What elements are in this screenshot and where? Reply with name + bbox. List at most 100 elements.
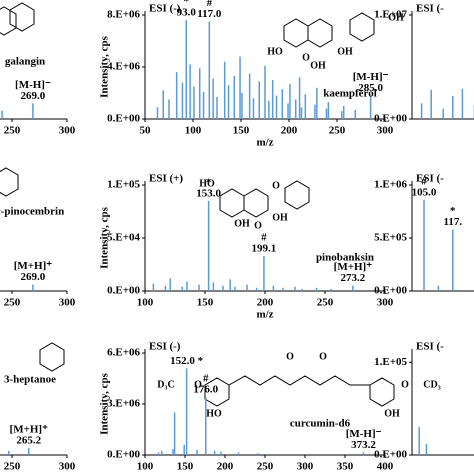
peak-label: [M+H]⁺ [14,260,53,272]
peak-label: 153.0 [196,187,221,199]
peak-label: [M-H]⁻ [353,71,389,83]
panel: 0.E+00 1.E+05 ESI (- [374,341,474,461]
x-tick-label: 250 [257,461,274,473]
y-tick-label: 1.E+07 [374,9,407,21]
atom-label: OH [234,218,250,229]
y-tick-label: 8.E+06 [107,9,140,21]
atom-label: HO [267,46,283,57]
y-axis-label: Intensity, cps [99,372,111,434]
atom-label: O [401,379,409,390]
x-tick-label: 300 [59,125,76,137]
atom-label: HO [206,408,222,419]
panel: 250 300 [M-H]⁻269.0 galangin [0,56,76,137]
y-tick-label: 4.E+06 [107,61,140,73]
x-tick-label: 200 [217,461,234,473]
peak-label: 117.0 [197,8,222,20]
y-tick-label: 3.E+06 [107,398,140,410]
atom-label: O [286,351,294,362]
ring [307,18,333,48]
x-tick-label: 300 [59,461,76,473]
y-tick-label: 5.E+05 [374,232,407,244]
y-tick-label: 1.E+05 [374,356,407,368]
atom-label: CD₃ [423,379,440,390]
peak-label: 373.2 [351,439,376,451]
ring [369,377,395,407]
y-axis-label: Intensity, cps [99,206,111,268]
panel-title: ESI (- [416,341,444,353]
x-tick-label: 150 [233,125,250,137]
panel-title: ESI (-) [149,341,181,353]
y-tick-label: 0.E+00 [374,113,407,125]
peak-label: # [203,373,209,385]
peak-label: 269.0 [21,271,46,283]
peak-label: # [261,232,267,244]
atom-label: OH [272,212,288,223]
peak-label: * [206,176,212,188]
peak-label: 265.2 [16,434,41,446]
panel: 0.E+00 4.E+06 8.E+06 50 100 150 200 250 300 ESI (… [99,0,404,149]
peak-label: [M-H]⁻ [15,79,51,91]
x-tick-label: 250 [317,297,334,309]
peak-label: [M+H]⁺ [334,261,373,273]
x-tick-label: 250 [4,297,21,309]
compound-name: kaempferol [323,88,377,100]
ring [284,180,310,210]
panel-title: ESI (- [416,173,444,185]
peak-label: 93.0 [177,7,197,19]
atom-label: D₃C [157,379,174,390]
x-tick-label: 300 [297,461,314,473]
ring [283,18,309,48]
x-tick-label: 150 [197,297,214,309]
x-tick-label: 400 [377,461,394,473]
x-tick-label: 250 [329,125,346,137]
ring [39,342,65,372]
panel-title: ESI (-) [149,3,181,15]
panel-title: ESI (+) [149,173,183,185]
x-tick-label: 250 [4,461,21,473]
ring [243,188,269,218]
compound-name: 3-heptanoe [4,374,56,386]
peak-label: * [184,0,190,8]
peak-label: 285.0 [358,82,383,94]
x-tick-label: 100 [137,297,154,309]
peak-label: # [207,0,213,9]
peak-label: * [450,205,456,217]
ring [0,6,17,36]
atom-label: OH [388,12,404,23]
y-tick-label: 1.E+06 [374,179,407,191]
atom-label: O [254,220,262,231]
peak-label: [M+H]⁺ [10,423,49,435]
compound-name: pinobanksin [316,252,374,264]
y-tick-label: 0.E+00 [107,113,140,125]
peak-label: 152.0 * [170,355,204,367]
panel: 0.E+00 3.E+06 6.E+06 100 150 200 250 300 350 400 E… [99,341,441,474]
atom-label: OH [337,46,353,57]
x-tick-label: 100 [137,461,154,473]
peak-label: 269.0 [21,90,46,102]
y-tick-label: 1.E+05 [107,179,140,191]
x-axis-label: m/z [256,309,273,321]
atom-label: OH [384,408,400,419]
atom-label: OH [310,60,326,71]
y-tick-label: 0.E+00 [374,449,407,461]
x-tick-label: 250 [4,125,21,137]
peak-label: 273.2 [340,272,365,284]
peak-label: 176.0 [193,384,218,396]
ring [204,377,230,407]
atom-label: O [194,379,202,390]
compound-name: c-pinocembrin [0,206,64,218]
atom-label: HO [199,178,215,189]
panel: 250 300 [M+H]⁺265.2 3-heptanoe [0,374,76,473]
x-tick-label: 50 [140,125,152,137]
atom-label: O [302,52,310,63]
chain [228,375,370,386]
x-tick-label: 100 [185,125,202,137]
y-tick-label: 0.E+00 [374,285,407,297]
x-axis-label: m/z [256,473,273,474]
ring [219,188,245,218]
panel: 250 300 [M+H]⁺269.0 c-pinocembrin [0,206,76,309]
x-tick-label: 200 [257,297,274,309]
panel-title: ESI (- [416,3,444,15]
x-axis-label: m/z [256,137,273,149]
